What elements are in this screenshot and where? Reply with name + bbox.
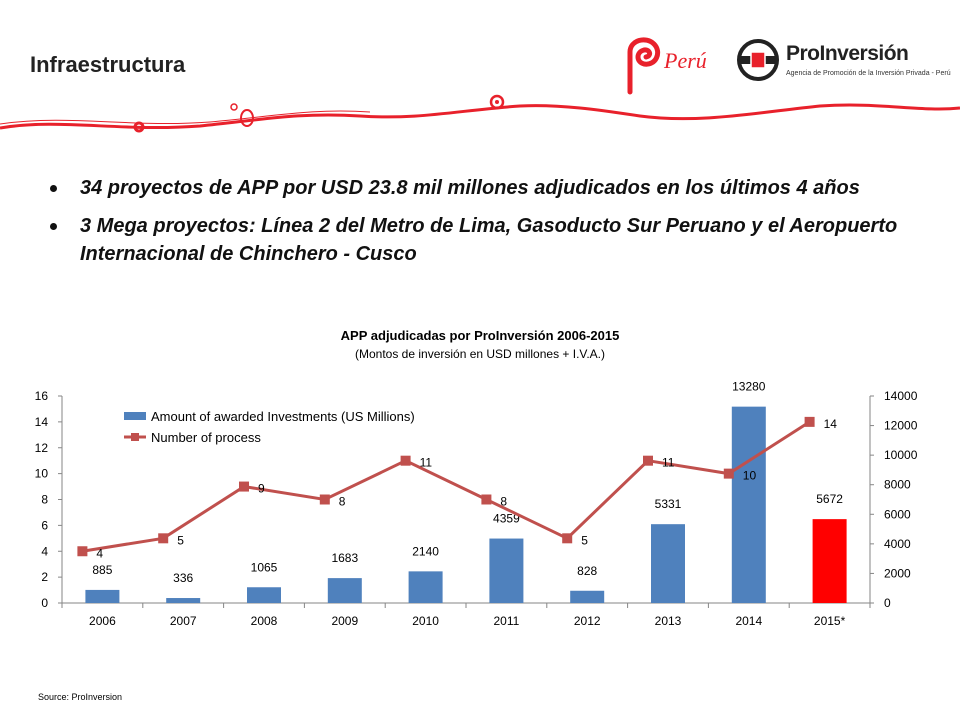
- peru-logo-text: Perú: [663, 48, 707, 73]
- red-ring-ornament-2: [240, 109, 254, 127]
- y-left-tick-label: 4: [41, 544, 48, 558]
- line-point: [158, 533, 169, 544]
- y-left-tick-label: 16: [35, 389, 49, 403]
- proinversion-logo: ProInversión Agencia de Promoción de la …: [736, 36, 951, 96]
- x-tick-label: 2013: [655, 614, 682, 628]
- bar: [731, 406, 766, 603]
- line-point: [481, 494, 492, 505]
- bar-data-label: 1683: [331, 551, 358, 565]
- line-point: [723, 468, 734, 479]
- bar: [408, 571, 443, 603]
- y-right-tick-label: 0: [884, 596, 891, 610]
- proinversion-emblem-icon: [737, 39, 779, 81]
- bullet-item: 34 proyectos de APP por USD 23.8 mil mil…: [50, 174, 930, 202]
- y-left-tick-label: 8: [41, 493, 48, 507]
- bar-data-label: 885: [92, 563, 112, 577]
- bar: [247, 587, 281, 603]
- bar: [85, 589, 120, 603]
- peru-logo: Perú: [627, 37, 707, 95]
- bar: [651, 524, 685, 603]
- line-data-label: 5: [177, 533, 184, 547]
- line-data-label: 9: [258, 482, 265, 496]
- bar: [812, 519, 847, 603]
- line-point: [77, 546, 88, 557]
- series-line: [82, 420, 811, 553]
- bullet-dot-icon: [50, 185, 57, 192]
- line-data-label: 11: [420, 456, 433, 470]
- bar-data-label: 828: [577, 564, 597, 578]
- x-tick-label: 2014: [735, 614, 762, 628]
- y-right-tick-label: 8000: [884, 478, 911, 492]
- bar-data-label: 336: [173, 571, 193, 585]
- bullet-list: 34 proyectos de APP por USD 23.8 mil mil…: [50, 174, 930, 278]
- chart-title: APP adjudicadas por ProInversión 2006-20…: [340, 328, 620, 343]
- line-data-label: 4: [96, 546, 103, 560]
- line-point: [562, 533, 573, 544]
- x-tick-label: 2008: [251, 614, 278, 628]
- y-left-tick-label: 14: [35, 415, 49, 429]
- chart-subtitle: (Montos de inversión en USD millones + I…: [354, 347, 605, 361]
- y-left-tick-label: 12: [35, 441, 49, 455]
- y-right-tick-label: 10000: [884, 448, 918, 462]
- legend-label-line: Number of process: [151, 430, 261, 445]
- red-wave-line-thin: [0, 110, 371, 125]
- red-wave-line: [0, 103, 960, 130]
- y-right-tick-label: 4000: [884, 537, 911, 551]
- source-note: Source: ProInversion: [38, 692, 123, 702]
- bullet-dot-icon: [50, 223, 57, 230]
- header-decoration: [0, 94, 960, 133]
- bullet-text: 3 Mega proyectos: Línea 2 del Metro de L…: [80, 215, 898, 265]
- x-tick-label: 2015*: [814, 614, 846, 628]
- legend-swatch-marker: [131, 433, 139, 441]
- x-tick-label: 2007: [170, 614, 197, 628]
- combo-chart: 0 2 4 6 8 10 12 14 16 0 2000 4000 6000 8000 10000 12000…: [35, 380, 918, 628]
- line-data-label: 14: [824, 417, 838, 431]
- line-data-label: 10: [743, 469, 757, 483]
- line-point: [643, 455, 653, 466]
- red-ring-ornament-4-inner: [495, 100, 499, 104]
- x-tick-label: 2011: [493, 614, 519, 628]
- line-point: [319, 494, 330, 505]
- red-ring-ornament-4: [489, 94, 505, 110]
- x-tick-label: 2006: [89, 614, 116, 628]
- bar-data-label: 4359: [493, 512, 520, 526]
- y-right-tick-label: 12000: [884, 419, 918, 433]
- proinversion-name: ProInversión: [786, 42, 909, 65]
- bar: [570, 590, 605, 603]
- y-left-tick-label: 2: [41, 570, 48, 584]
- bar: [489, 538, 524, 603]
- line-point: [804, 416, 815, 427]
- y-right-tick-label: 6000: [884, 507, 911, 521]
- legend-label-bars: Amount of awarded Investments (US Millio…: [151, 409, 415, 424]
- bar: [327, 578, 362, 603]
- bar-data-label: 5672: [816, 492, 843, 506]
- x-tick-label: 2012: [574, 614, 601, 628]
- red-ring-ornament-3: [230, 103, 238, 111]
- x-tick-label: 2010: [412, 614, 439, 628]
- y-right-tick-label: 14000: [884, 389, 918, 403]
- line-point: [400, 455, 411, 466]
- bar-data-label: 13280: [732, 380, 766, 394]
- line-data-label: 8: [500, 495, 507, 509]
- line-data-label: 11: [662, 456, 675, 470]
- bar-data-label: 2140: [412, 544, 439, 558]
- y-left-tick-label: 0: [41, 596, 48, 610]
- legend-swatch-bars: [124, 412, 146, 420]
- bar: [166, 598, 201, 603]
- y-right-tick-label: 2000: [884, 566, 911, 580]
- proinversion-tagline: Agencia de Promoción de la Inversión Pri…: [786, 70, 951, 77]
- bullet-item: 3 Mega proyectos: Línea 2 del Metro de L…: [50, 212, 930, 268]
- bullet-text: 34 proyectos de APP por USD 23.8 mil mil…: [80, 177, 860, 199]
- line-data-label: 5: [581, 533, 588, 547]
- line-data-label: 8: [339, 495, 346, 509]
- x-tick-label: 2009: [331, 614, 358, 628]
- line-point: [239, 481, 249, 492]
- bar-data-label: 5331: [655, 497, 682, 511]
- bar-data-label: 1065: [251, 560, 278, 574]
- y-left-tick-label: 6: [41, 518, 48, 532]
- y-left-tick-label: 10: [35, 467, 49, 481]
- page-title: Infraestructura: [30, 52, 186, 77]
- red-ring-ornament: [133, 121, 145, 133]
